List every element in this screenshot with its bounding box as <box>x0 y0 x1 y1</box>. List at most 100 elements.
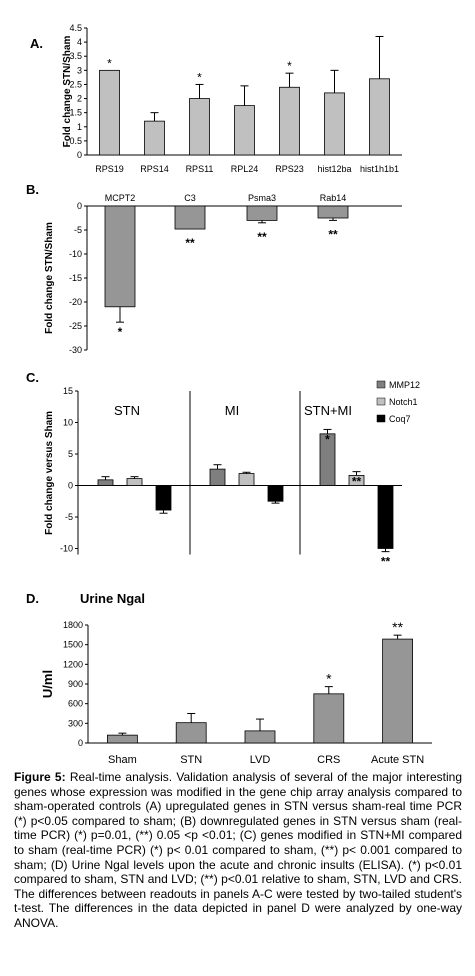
c-significance: * <box>325 432 330 446</box>
d-title: Urine Ngal <box>80 591 145 606</box>
c-y-tick-label: -10 <box>60 544 73 554</box>
a-category-label: RPS11 <box>186 164 214 174</box>
a-category-label: RPS23 <box>275 164 304 174</box>
c-bar <box>126 478 143 486</box>
b-category-label: Psma3 <box>248 193 276 203</box>
d-bar <box>382 638 414 744</box>
d-y-tick-label: 600 <box>68 699 83 709</box>
c-group-label: STN <box>114 403 140 418</box>
a-bar <box>99 69 120 156</box>
b-category-label: Rab14 <box>320 193 347 203</box>
panel-a: A. 0 0.5 1 1.5 2 2.5 3 3.5 4 4.5 * RPS19 RPS14 * RPS11… <box>0 0 475 180</box>
c-bar <box>377 485 394 549</box>
a-bar <box>234 105 255 156</box>
d-category-label: Sham <box>108 754 137 766</box>
d-category-label: Acute STN <box>371 754 424 766</box>
a-y-tick-label: 4 <box>77 37 82 47</box>
c-group-label: STN+MI <box>304 403 352 418</box>
d-category-label: CRS <box>317 754 340 766</box>
c-legend-swatch <box>376 414 386 423</box>
c-y-tick-label: 15 <box>63 386 73 396</box>
d-bar <box>175 722 207 744</box>
chart-a: 0 0.5 1 1.5 2 2.5 3 3.5 4 4.5 * RPS19 RPS14 * RPS11 RPL… <box>62 23 402 174</box>
a-y-tick-label: 3 <box>77 65 82 75</box>
a-bar <box>369 78 390 156</box>
caption-lead: Figure 5: <box>14 770 66 784</box>
c-y-axis-label: Fold change versus Sham <box>44 411 55 535</box>
d-bar <box>107 734 138 744</box>
b-bar <box>317 205 349 219</box>
caption-text: Real-time analysis. Validation analysis … <box>14 770 462 930</box>
c-significance: ** <box>352 475 362 489</box>
figure-caption: Figure 5: Real-time analysis. Validation… <box>14 770 462 931</box>
panel-c-label: C. <box>26 370 39 385</box>
c-significance: ** <box>381 555 391 569</box>
d-y-tick-label: 1500 <box>63 640 83 650</box>
a-y-tick-label: 2 <box>77 94 82 104</box>
c-bar <box>97 479 114 486</box>
c-legend-swatch <box>376 397 386 406</box>
c-y-tick-label: 0 <box>68 481 73 491</box>
c-y-tick-label: 5 <box>68 449 73 459</box>
b-category-label: MCPT2 <box>105 193 136 203</box>
c-bar <box>267 485 284 502</box>
a-significance: * <box>287 59 292 73</box>
c-legend-label: MMP12 <box>389 380 420 390</box>
a-significance: * <box>197 70 202 84</box>
a-y-tick-label: 3.5 <box>69 51 82 61</box>
panel-c: C. 15 10 5 0 -5 -10 STN MI STN+MI * ** ** MMP12 Notch… <box>0 360 475 585</box>
c-y-tick-label: -5 <box>65 512 73 522</box>
b-y-tick-label: -25 <box>69 321 82 331</box>
c-legend-label: Notch1 <box>389 397 418 407</box>
c-bar <box>209 468 226 486</box>
b-category-label: C3 <box>184 193 196 203</box>
d-significance: ** <box>392 619 403 635</box>
b-significance: ** <box>185 236 195 250</box>
a-category-label: RPL24 <box>231 164 259 174</box>
d-y-tick-label: 1800 <box>63 620 83 630</box>
a-category-label: RPS14 <box>140 164 169 174</box>
c-bar <box>238 473 255 486</box>
b-y-tick-label: -5 <box>74 225 82 235</box>
a-bar <box>324 92 345 156</box>
d-category-label: LVD <box>250 754 271 766</box>
c-group-label: MI <box>225 403 239 418</box>
a-y-tick-label: 0 <box>77 150 82 160</box>
b-significance: ** <box>257 230 267 244</box>
d-y-tick-label: 0 <box>78 738 83 748</box>
a-y-axis-label: Fold change STN/Sham <box>62 36 73 148</box>
b-y-tick-label: 0 <box>77 201 82 211</box>
d-y-tick-label: 300 <box>68 718 83 728</box>
a-bar <box>189 98 210 156</box>
panel-b-label: B. <box>26 182 39 197</box>
a-y-tick-label: 2.5 <box>69 79 82 89</box>
b-y-tick-label: -15 <box>69 273 82 283</box>
panel-d: D. Urine Ngal 1800 1500 1200 900 600 300 0 Sham S… <box>0 585 475 770</box>
b-y-tick-label: -30 <box>69 345 82 355</box>
d-bar <box>313 693 345 744</box>
a-bar <box>279 86 300 156</box>
a-y-tick-label: 1 <box>77 122 82 132</box>
b-y-axis-label: Fold change STN/Sham <box>44 222 55 334</box>
a-y-tick-label: 1.5 <box>69 108 82 118</box>
chart-b: 0 -5 -10 -15 -20 -25 -30 MCPT2 * C3 ** Psma3 ** Rab14… <box>44 193 402 355</box>
c-bar <box>155 485 172 511</box>
a-y-tick-label: 0.5 <box>69 136 82 146</box>
a-bar <box>144 120 165 156</box>
d-y-axis-label: U/ml <box>40 670 55 698</box>
d-bar <box>244 730 276 744</box>
a-category-label: RPS19 <box>95 164 124 174</box>
chart-d: Urine Ngal 1800 1500 1200 900 600 300 0 Sham STN L… <box>40 591 432 766</box>
c-legend-swatch <box>376 380 386 389</box>
b-bar <box>174 205 206 230</box>
d-y-tick-label: 1200 <box>63 659 83 669</box>
b-bar <box>104 205 136 308</box>
b-significance: * <box>118 325 123 339</box>
d-significance: * <box>326 671 332 687</box>
b-y-tick-label: -10 <box>69 249 82 259</box>
d-y-tick-label: 900 <box>68 679 83 689</box>
b-significance: ** <box>328 227 338 241</box>
a-significance: * <box>107 56 112 70</box>
b-bar <box>246 205 278 221</box>
